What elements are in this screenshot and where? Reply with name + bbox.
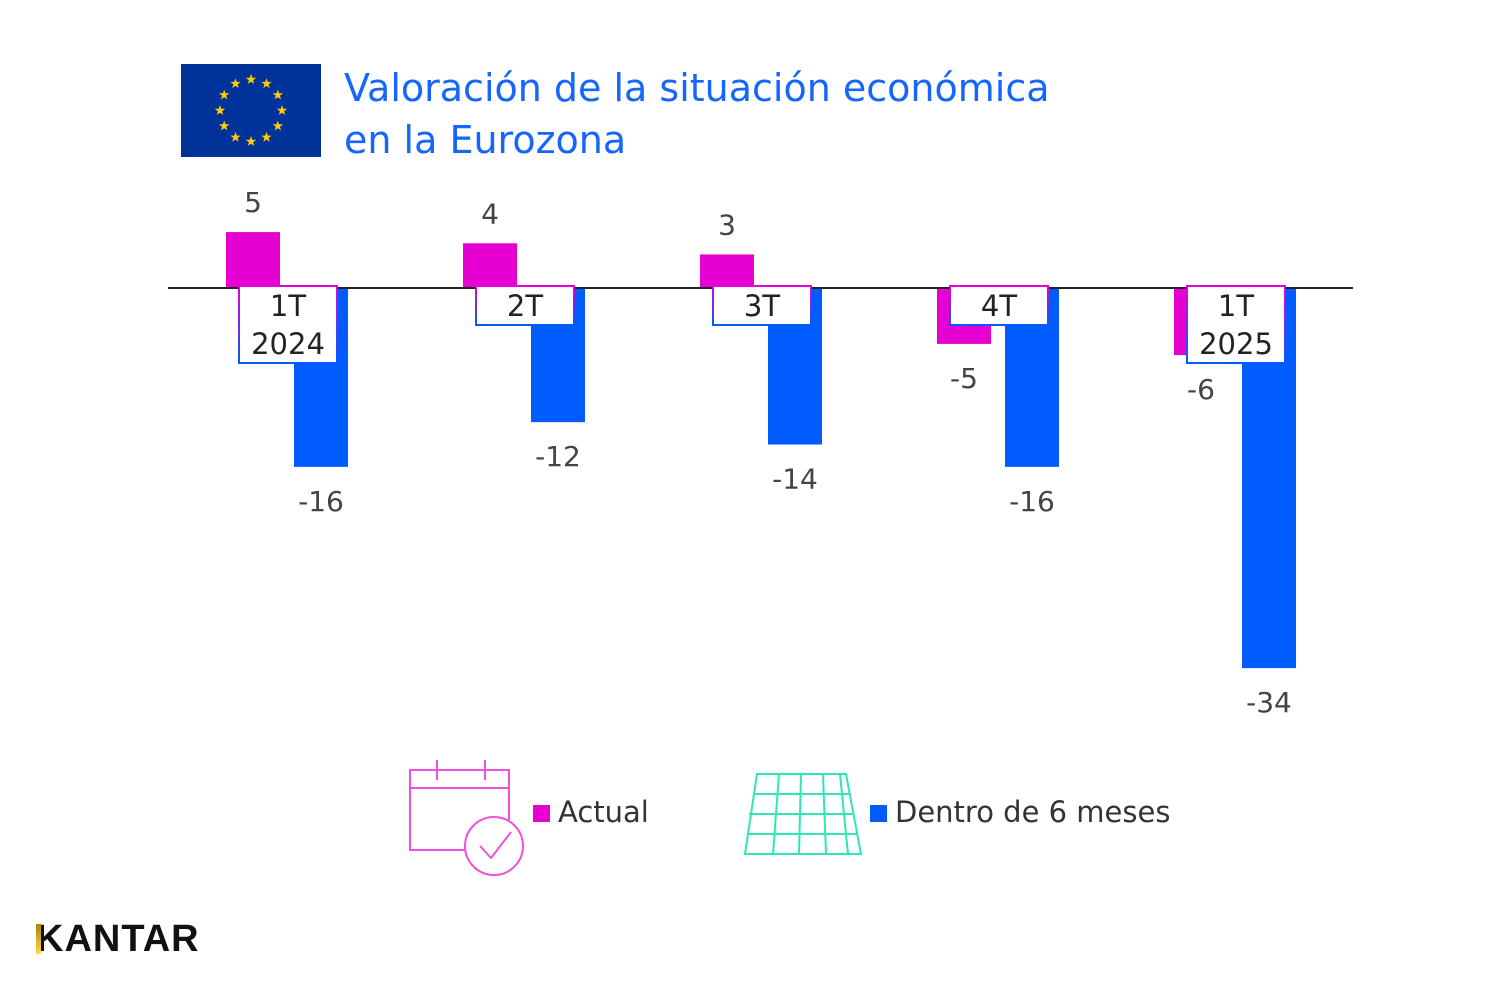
- legend-label-actual: Actual: [558, 795, 649, 829]
- category-label-box: [1186, 285, 1286, 364]
- category-label-box: [949, 285, 1049, 326]
- data-label: -16: [298, 485, 344, 518]
- legend-label-future: Dentro de 6 meses: [895, 795, 1171, 829]
- category-label-box: [712, 285, 812, 326]
- category-label: 1T: [1218, 289, 1254, 323]
- category-label: 3T: [744, 289, 780, 323]
- data-label: -6: [1187, 373, 1215, 406]
- flag-star-icon: [261, 131, 272, 142]
- flag-star-icon: [261, 78, 272, 89]
- category-label: 1T: [270, 289, 306, 323]
- flag-star-icon: [218, 89, 230, 100]
- data-label: -12: [535, 440, 581, 473]
- flag-star-icon: [272, 89, 284, 100]
- category-label: 2025: [1199, 327, 1273, 361]
- calendar-check-icon: [409, 760, 524, 876]
- solar-panel-icon: [743, 773, 863, 855]
- kantar-logo-mark: [36, 924, 41, 954]
- bar-actual: [226, 232, 280, 288]
- category-label: 4T: [981, 289, 1017, 323]
- data-label: 4: [481, 197, 499, 230]
- flag-star-icon: [245, 74, 257, 84]
- flag-star-icon: [276, 105, 288, 115]
- title-line-2: en la Eurozona: [344, 118, 627, 162]
- data-label: -14: [772, 463, 818, 496]
- category-label-box: [475, 285, 575, 326]
- eu-flag-icon: [181, 64, 321, 157]
- bar-actual: [700, 254, 754, 288]
- category-label-box: [238, 285, 338, 364]
- data-label: -5: [950, 362, 978, 395]
- data-label: 5: [244, 186, 262, 219]
- flag-star-icon: [230, 78, 241, 89]
- flag-star-icon: [272, 120, 284, 131]
- legend-swatch-future: [870, 805, 887, 822]
- flag-star-icon: [230, 131, 241, 142]
- flag-star-icon: [218, 120, 230, 131]
- flag-star-icon: [214, 105, 226, 115]
- data-label: 3: [718, 208, 736, 241]
- title-line-1: Valoración de la situación económica: [344, 66, 1050, 110]
- legend-swatch-actual: [533, 805, 550, 822]
- data-label: -16: [1009, 485, 1055, 518]
- bar-actual: [463, 243, 517, 288]
- category-label: 2024: [251, 327, 325, 361]
- data-label: -34: [1246, 686, 1292, 719]
- chart-title: Valoración de la situación económica en …: [344, 62, 1050, 166]
- category-label: 2T: [507, 289, 543, 323]
- flag-star-icon: [245, 136, 257, 146]
- kantar-logo: KANTAR: [36, 918, 200, 960]
